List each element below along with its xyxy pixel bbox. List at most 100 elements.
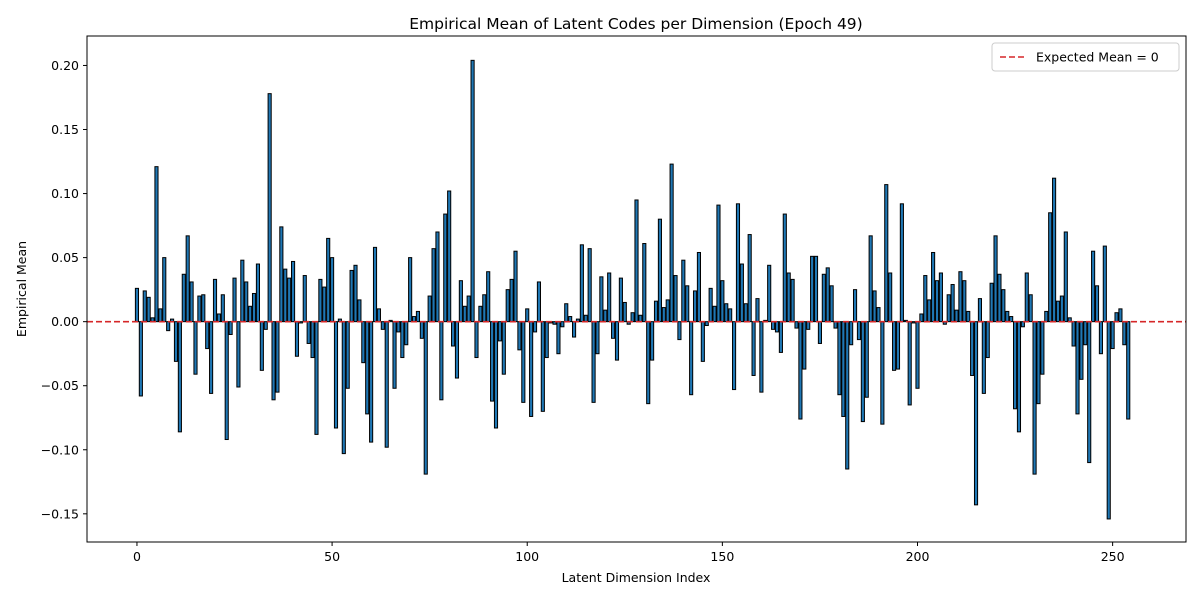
bar-201 [919,313,924,323]
bar-68 [400,321,405,359]
bar-155 [739,263,744,323]
bar-117 [591,321,596,403]
bar-218 [985,321,990,359]
x-tick-label: 200 [906,549,930,564]
bar-73 [419,321,424,339]
bar-111 [568,316,573,323]
x-tick-label: 50 [324,549,340,564]
bar-250 [1110,321,1115,350]
bar-67 [396,321,401,333]
y-axis-label: Empirical Mean [14,241,29,337]
bar-92 [493,321,499,429]
bar-199 [911,321,916,324]
bar-33 [263,321,268,330]
bar-61 [372,246,378,323]
bar-53 [341,321,346,455]
bar-95 [505,289,510,323]
bar-76 [431,248,436,323]
bar-238 [1063,231,1068,323]
bar-237 [1059,295,1064,323]
plot-frame [86,35,1187,543]
bar-189 [872,290,877,323]
bar-59 [365,321,370,415]
bar-141 [685,285,690,323]
bar-87 [474,321,479,359]
bar-96 [509,278,514,323]
bar-82 [454,321,460,379]
bar-246 [1094,285,1100,323]
bar-152 [728,308,733,323]
bar-100 [525,308,530,323]
bar-11 [177,321,182,433]
bar-36 [275,321,280,393]
bar-251 [1114,312,1119,323]
bar-244 [1087,321,1092,464]
bar-128 [634,199,639,323]
bar-115 [583,314,588,323]
bar-175 [817,321,822,344]
bar-151 [724,303,729,323]
bar-94 [501,321,506,375]
legend-box [991,42,1180,72]
bar-86 [470,59,475,323]
bar-112 [572,321,577,338]
bar-249 [1106,321,1111,520]
bar-35 [271,321,276,401]
bar-54 [345,321,350,389]
bar-133 [653,300,659,323]
x-axis-label: Latent Dimension Index [562,570,711,585]
bar-157 [747,234,752,323]
bar-220 [993,235,998,323]
bar-219 [989,282,994,323]
chart-title: Empirical Mean of Latent Codes per Dimen… [409,15,862,33]
bar-74 [423,321,428,475]
bar-210 [954,309,959,323]
bar-81 [451,321,456,347]
bar-26 [236,321,241,388]
bar-63 [380,321,385,330]
bar-8 [166,321,171,332]
bar-29 [248,305,253,323]
bar-149 [716,204,721,323]
bar-158 [751,321,756,376]
bar-37 [279,226,284,323]
bar-69 [404,321,409,346]
bar-156 [743,303,748,323]
bar-224 [1009,316,1014,323]
bar-32 [259,321,264,371]
bar-90 [486,271,491,323]
bar-2 [142,290,147,323]
bar-7 [162,257,167,323]
bar-101 [529,321,534,417]
bar-159 [755,298,760,323]
bar-164 [774,321,780,333]
bar-165 [778,321,783,353]
bar-135 [661,307,666,323]
bar-62 [376,308,381,323]
bar-114 [579,244,584,323]
bar-48 [322,286,327,323]
bar-154 [735,203,741,323]
bar-140 [681,259,686,323]
bar-213 [966,310,971,323]
bar-70 [408,257,413,323]
bar-66 [392,321,397,389]
bar-21 [216,313,221,323]
bar-118 [595,321,600,355]
bar-10 [173,321,179,362]
bar-60 [369,321,374,443]
bar-108 [556,321,561,355]
bar-79 [443,213,448,323]
bar-226 [1016,321,1022,433]
bar-221 [997,273,1002,323]
y-tick-label: −0.15 [41,506,79,521]
bar-254 [1126,321,1131,420]
bar-121 [607,272,612,323]
bar-58 [361,321,366,364]
bar-28 [244,281,249,323]
bar-241 [1075,321,1080,415]
bar-173 [810,255,815,323]
bar-160 [759,321,764,393]
bar-14 [189,281,194,323]
